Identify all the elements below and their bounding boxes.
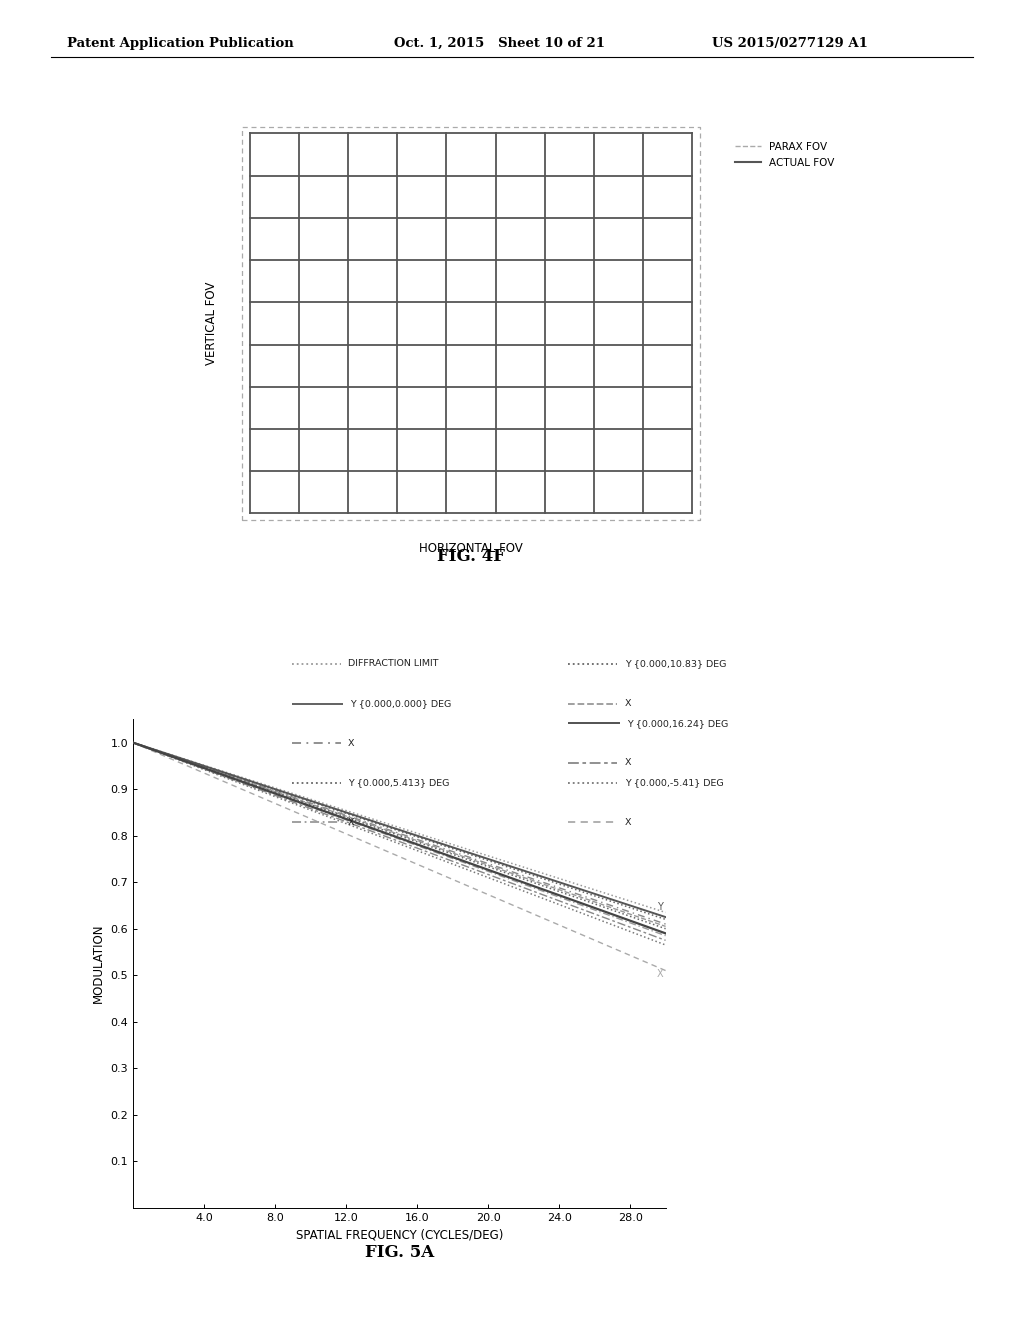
Text: X: X bbox=[348, 739, 354, 747]
X-axis label: SPATIAL FREQUENCY (CYCLES/DEG): SPATIAL FREQUENCY (CYCLES/DEG) bbox=[296, 1228, 503, 1241]
Legend: PARAX FOV, ACTUAL FOV: PARAX FOV, ACTUAL FOV bbox=[732, 139, 838, 172]
Text: X: X bbox=[625, 700, 631, 708]
Y-axis label: VERTICAL FOV: VERTICAL FOV bbox=[206, 281, 218, 366]
Text: FIG. 5A: FIG. 5A bbox=[365, 1243, 434, 1261]
Text: Y {0.000,16.24} DEG: Y {0.000,16.24} DEG bbox=[627, 719, 728, 727]
Text: X: X bbox=[348, 818, 354, 826]
Text: FIG. 4F: FIG. 4F bbox=[437, 548, 505, 565]
Text: Patent Application Publication: Patent Application Publication bbox=[67, 37, 293, 50]
Y-axis label: MODULATION: MODULATION bbox=[92, 924, 104, 1003]
X-axis label: HORIZONTAL FOV: HORIZONTAL FOV bbox=[419, 541, 523, 554]
Text: Y: Y bbox=[656, 902, 663, 912]
Text: Y {0.000,-5.41} DEG: Y {0.000,-5.41} DEG bbox=[625, 779, 723, 787]
Text: X: X bbox=[625, 759, 631, 767]
Text: Y {0.000,5.413} DEG: Y {0.000,5.413} DEG bbox=[348, 779, 450, 787]
Text: Y {0.000,10.83} DEG: Y {0.000,10.83} DEG bbox=[625, 660, 726, 668]
Text: Y {0.000,0.000} DEG: Y {0.000,0.000} DEG bbox=[350, 700, 452, 708]
Text: Oct. 1, 2015   Sheet 10 of 21: Oct. 1, 2015 Sheet 10 of 21 bbox=[394, 37, 605, 50]
Text: X: X bbox=[625, 818, 631, 826]
Text: DIFFRACTION LIMIT: DIFFRACTION LIMIT bbox=[348, 660, 438, 668]
Text: X: X bbox=[656, 969, 664, 979]
Text: US 2015/0277129 A1: US 2015/0277129 A1 bbox=[712, 37, 867, 50]
